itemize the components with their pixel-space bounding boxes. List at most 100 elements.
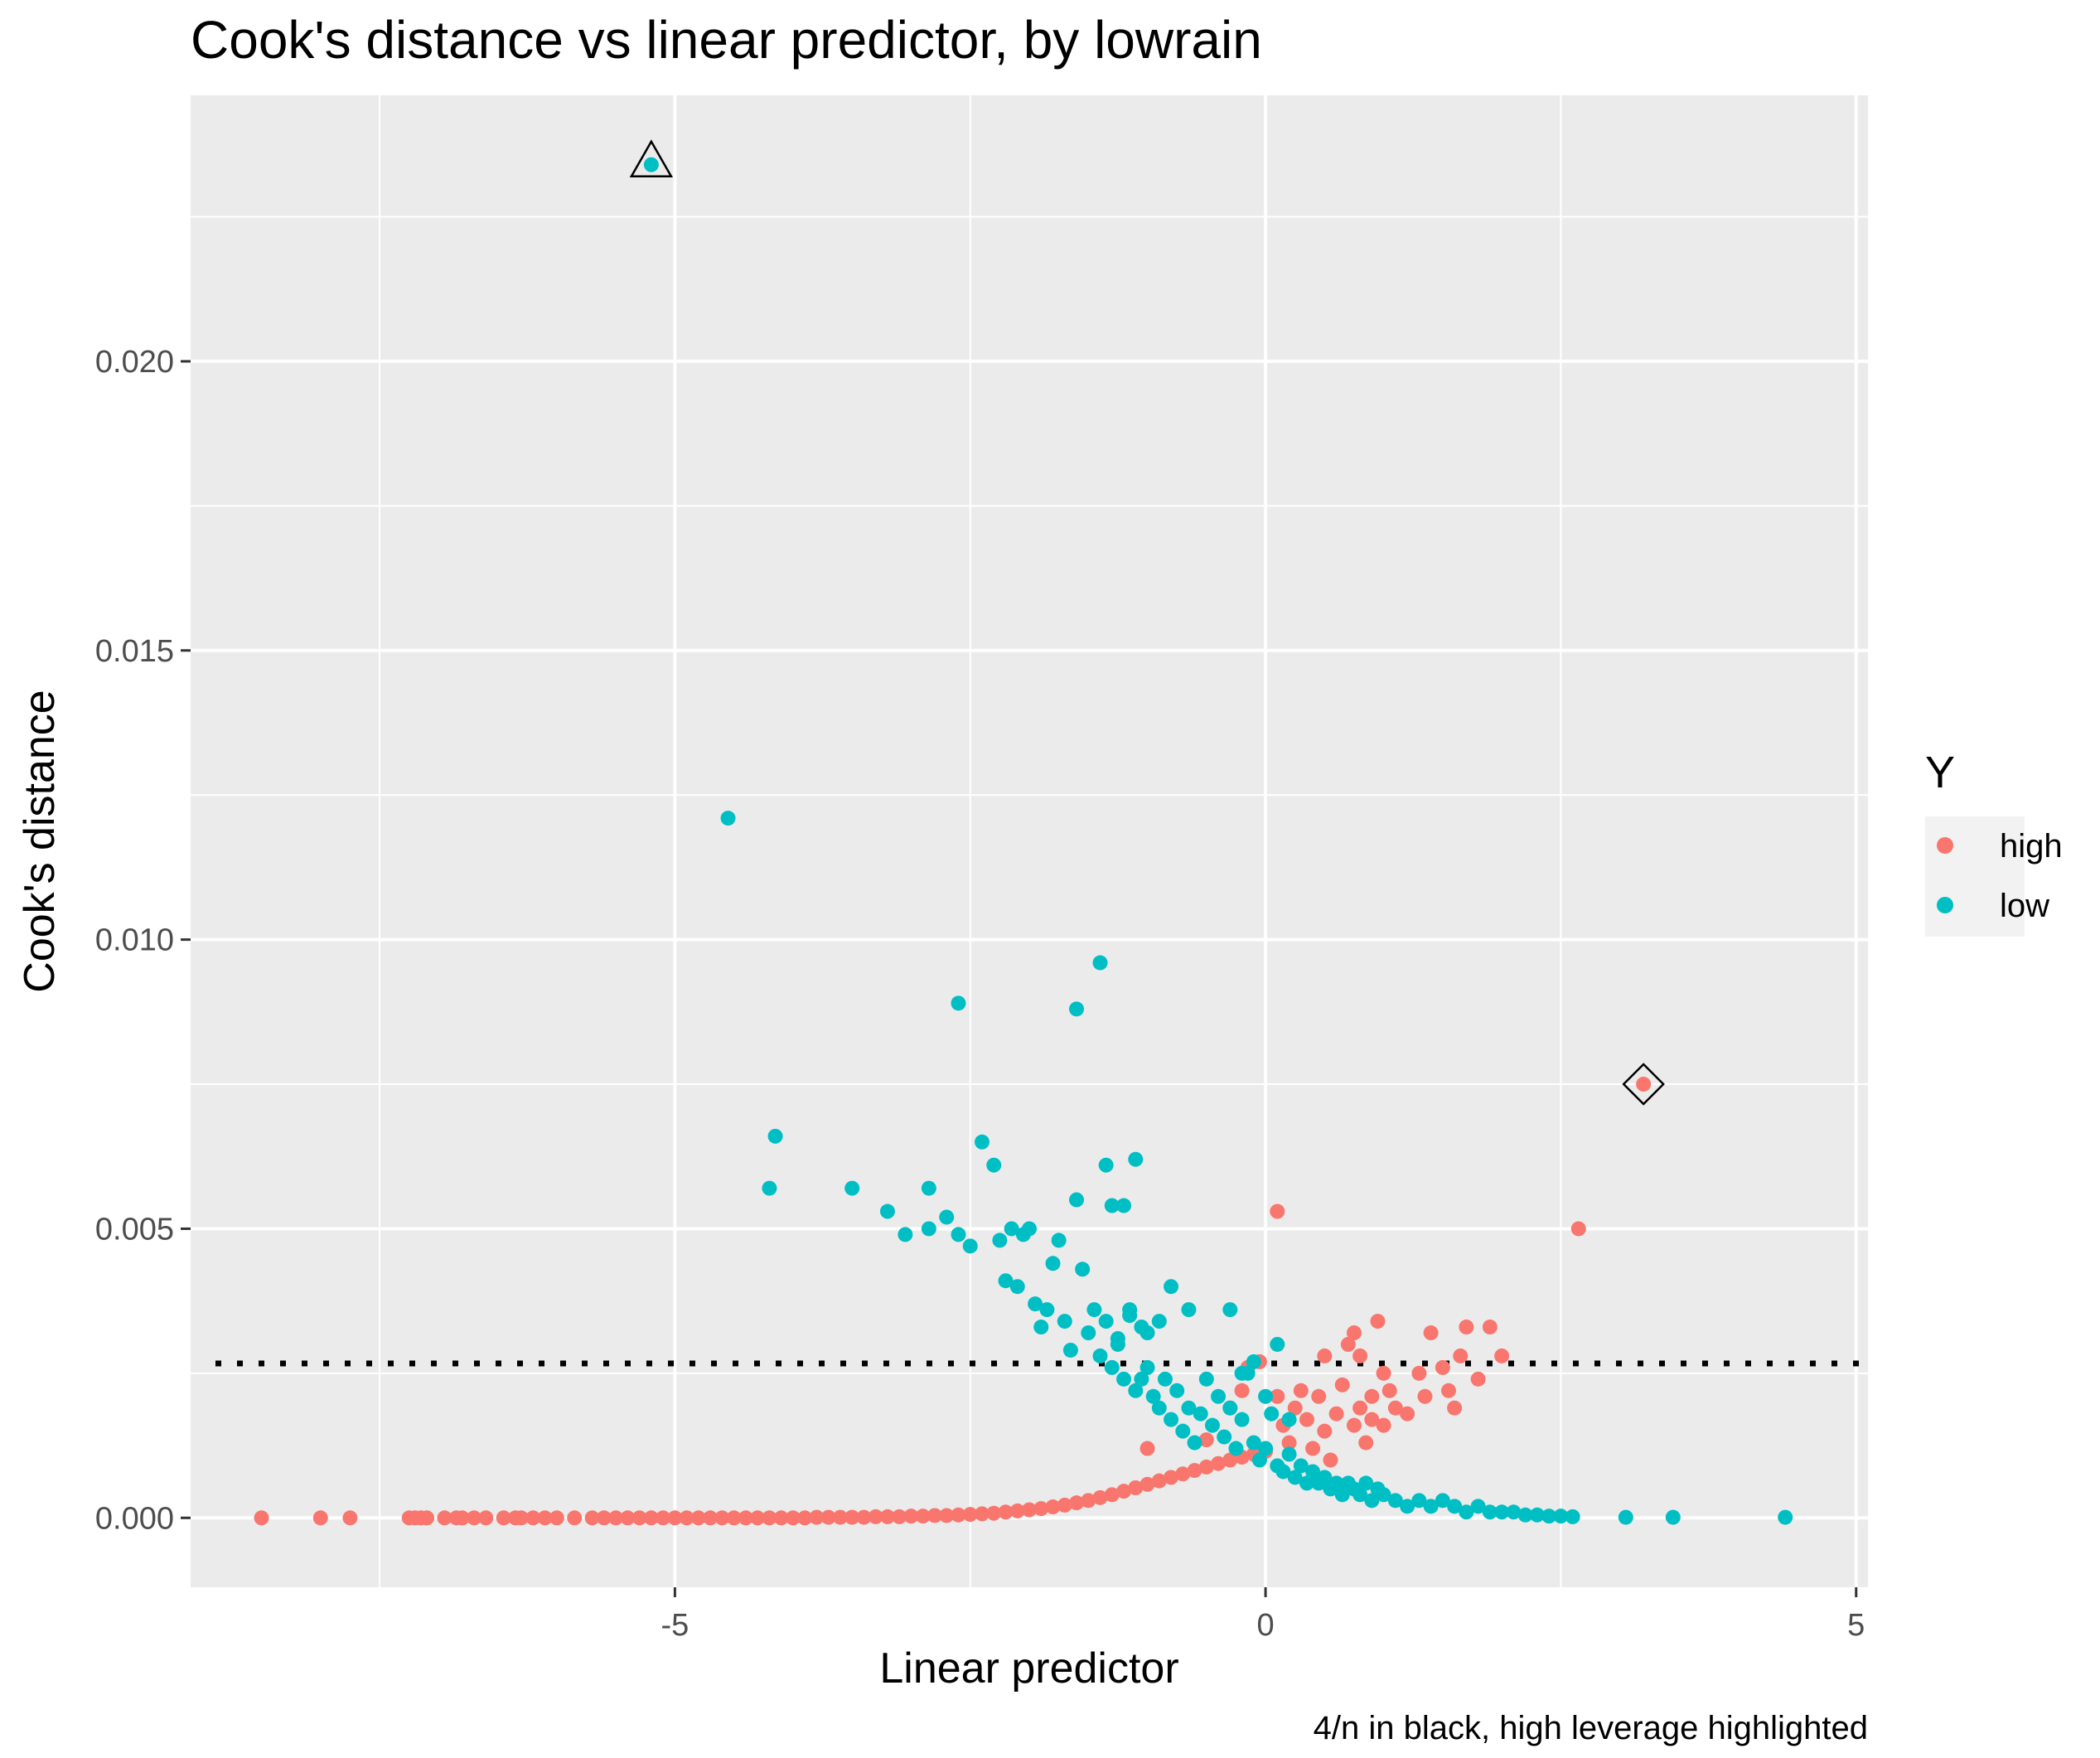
point-high: [809, 1509, 825, 1525]
point-low: [1305, 1464, 1321, 1480]
point-high: [656, 1510, 671, 1526]
point-high: [1323, 1452, 1338, 1468]
point-low: [1169, 1383, 1185, 1398]
legend-label-low: low: [2000, 888, 2049, 924]
point-low: [1193, 1406, 1208, 1421]
point-high: [537, 1510, 553, 1526]
point-high: [703, 1510, 719, 1526]
point-high: [1459, 1320, 1474, 1335]
point-low: [1116, 1371, 1132, 1387]
point-low: [1104, 1198, 1120, 1213]
point-low: [1264, 1406, 1280, 1421]
point-high: [1009, 1503, 1025, 1518]
point-low: [1222, 1302, 1238, 1318]
point-low: [1328, 1475, 1344, 1491]
plot-panel: [191, 95, 1868, 1587]
point-high: [1092, 1489, 1108, 1505]
point-high: [1417, 1388, 1433, 1404]
point-high: [1636, 1077, 1652, 1092]
point-high: [951, 1507, 966, 1523]
point-low: [1470, 1499, 1486, 1514]
point-high: [962, 1507, 978, 1523]
point-low: [1181, 1302, 1197, 1318]
point-low: [1287, 1470, 1303, 1485]
point-high: [879, 1509, 895, 1524]
point-high: [1364, 1388, 1380, 1404]
point-low: [1217, 1429, 1232, 1445]
point-high: [1352, 1348, 1368, 1363]
point-low: [1164, 1412, 1179, 1427]
point-high: [1116, 1484, 1132, 1499]
point-low: [1009, 1279, 1025, 1295]
point-low: [1400, 1499, 1415, 1514]
point-high: [620, 1510, 636, 1526]
point-high: [496, 1510, 511, 1526]
point-low: [1553, 1509, 1569, 1524]
point-low: [1376, 1487, 1391, 1503]
y-tick-label: 0.010: [95, 923, 174, 958]
point-low: [1618, 1509, 1633, 1525]
point-high: [785, 1510, 801, 1526]
point-high: [1281, 1435, 1297, 1450]
point-high: [1081, 1493, 1096, 1509]
y-tick-label: 0.020: [95, 345, 174, 380]
point-low: [1198, 1371, 1214, 1387]
point-low: [1140, 1325, 1155, 1341]
point-high: [998, 1504, 1014, 1520]
point-low: [844, 1180, 860, 1196]
point-low: [1447, 1499, 1463, 1514]
point-low: [1116, 1198, 1132, 1213]
point-low: [1258, 1441, 1274, 1456]
point-low: [898, 1227, 913, 1242]
point-high: [1376, 1417, 1391, 1433]
point-low: [1175, 1423, 1191, 1439]
legend-label-high: high: [2000, 828, 2063, 864]
point-low: [1423, 1499, 1439, 1514]
point-high: [738, 1510, 753, 1526]
point-high: [1494, 1348, 1510, 1363]
point-high: [1022, 1502, 1037, 1518]
point-high: [631, 1510, 647, 1526]
point-high: [1234, 1383, 1250, 1398]
x-tick-label: -5: [660, 1608, 689, 1643]
point-low: [1140, 1359, 1155, 1375]
point-high: [1317, 1423, 1333, 1439]
point-high: [844, 1509, 860, 1525]
point-low: [1187, 1435, 1202, 1450]
point-low: [1104, 1359, 1120, 1375]
point-high: [1299, 1412, 1314, 1427]
point-low: [1151, 1400, 1167, 1416]
point-low: [1334, 1487, 1350, 1503]
point-low: [1565, 1509, 1580, 1524]
point-high: [1128, 1480, 1144, 1495]
point-high: [1104, 1487, 1120, 1503]
point-high: [1358, 1435, 1374, 1450]
point-high: [419, 1510, 435, 1526]
point-low: [1051, 1233, 1067, 1248]
point-low: [974, 1134, 990, 1150]
point-low: [951, 995, 966, 1011]
point-low: [1317, 1470, 1333, 1485]
point-low: [1435, 1493, 1450, 1509]
point-high: [726, 1510, 742, 1526]
point-high: [1069, 1495, 1085, 1511]
point-low: [992, 1233, 1008, 1248]
point-high: [986, 1505, 1002, 1521]
point-high: [1411, 1365, 1427, 1381]
high-leverage-highlights: [629, 139, 1665, 1106]
point-high: [1222, 1452, 1238, 1468]
minor-gridlines: [191, 95, 1868, 1587]
point-high: [525, 1510, 541, 1526]
point-low: [1665, 1509, 1681, 1525]
point-low: [1411, 1493, 1427, 1509]
point-low: [1234, 1412, 1250, 1427]
point-low: [1541, 1509, 1557, 1524]
point-high: [549, 1510, 564, 1526]
point-high: [1033, 1501, 1049, 1517]
point-high: [467, 1510, 482, 1526]
point-high: [762, 1510, 777, 1526]
legend-title: Y: [1925, 748, 1955, 797]
point-low: [1004, 1221, 1019, 1237]
point-high: [974, 1506, 990, 1522]
